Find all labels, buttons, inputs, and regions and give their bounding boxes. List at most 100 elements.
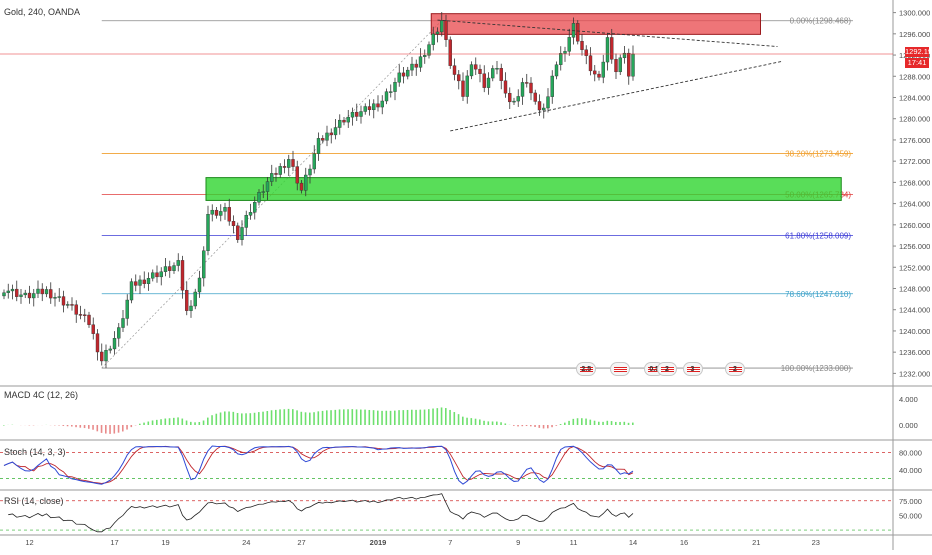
candle-body [360, 112, 363, 117]
candle-body [109, 349, 112, 350]
candle-body [270, 173, 273, 181]
candle-body [317, 138, 320, 153]
candle-body [66, 304, 69, 305]
macd-bar [131, 425, 133, 427]
candle-body [241, 227, 244, 239]
candle-body [122, 318, 125, 327]
candle-body [194, 292, 197, 306]
candle-body [436, 32, 439, 34]
candle-body [134, 282, 137, 286]
candle-body [377, 104, 380, 107]
candle-body [143, 280, 146, 284]
candle-body [83, 315, 86, 316]
candle-body [559, 53, 562, 64]
fib-label: 0.00%(1298.468) [790, 17, 852, 26]
macd-bar [207, 418, 209, 425]
macd-bar [483, 421, 485, 425]
macd-bar [517, 425, 519, 426]
y-tick-label: 1272.000 [899, 157, 930, 166]
macd-bar [390, 411, 392, 425]
candle-body [513, 101, 516, 102]
candle-body [470, 65, 473, 76]
candle-body [279, 166, 282, 174]
rsi-tick-label: 50.000 [899, 511, 922, 520]
stoch-tick-label: 40.000 [899, 466, 922, 475]
macd-bar [335, 410, 337, 425]
candle-body [534, 93, 537, 102]
candle-body [139, 280, 142, 286]
macd-bar [220, 412, 222, 425]
candle-body [181, 260, 184, 290]
candle-body [368, 107, 371, 110]
macd-bar [109, 425, 111, 434]
x-tick-label: 14 [629, 538, 637, 547]
candle-body [28, 293, 31, 298]
candle-body [568, 37, 571, 51]
x-tick-label: 12 [25, 538, 33, 547]
event-flag[interactable]: 2.5 [576, 362, 596, 376]
macd-bar [471, 418, 473, 425]
macd-bar [454, 412, 456, 425]
candle-body [7, 291, 10, 293]
event-flag[interactable] [610, 362, 630, 376]
macd-bar [420, 410, 422, 425]
candle-body [343, 120, 346, 122]
candle-body [219, 211, 222, 215]
event-flag[interactable]: 2 [725, 362, 745, 376]
candle-body [275, 173, 278, 174]
macd-bar [505, 423, 507, 425]
x-tick-label: 7 [448, 538, 452, 547]
macd-bar [369, 410, 371, 425]
macd-bar [543, 425, 545, 428]
event-flag-count: 2 [665, 366, 669, 373]
countdown-tag: 17:41 [905, 58, 929, 68]
macd-bar [411, 410, 413, 425]
macd-bar [313, 412, 315, 425]
candle-body [547, 97, 550, 108]
macd-bar [560, 424, 562, 425]
macd-bar [152, 420, 154, 425]
candle-body [113, 338, 116, 349]
x-tick-label: 19 [161, 538, 169, 547]
macd-bar [67, 425, 69, 426]
macd-bar [254, 413, 256, 425]
candle-body [11, 289, 14, 291]
candle-body [627, 53, 630, 76]
event-flag[interactable]: 2 [657, 362, 677, 376]
macd-bar [568, 421, 570, 425]
macd-bar [190, 422, 192, 425]
macd-bar [203, 420, 205, 425]
candle-body [394, 82, 397, 91]
y-tick-label: 1256.000 [899, 242, 930, 251]
y-tick-label: 1248.000 [899, 285, 930, 294]
x-tick-label: 2019 [370, 538, 387, 547]
candle-body [249, 212, 252, 215]
candle-body [445, 21, 448, 40]
macd-bar [233, 412, 235, 425]
candle-body [555, 65, 558, 76]
macd-bar [165, 419, 167, 425]
macd-bar [292, 409, 294, 425]
candle-body [525, 82, 528, 83]
macd-bar [607, 421, 609, 425]
event-flag[interactable]: 3 [683, 362, 703, 376]
candle-body [3, 293, 6, 296]
macd-bar [624, 422, 626, 425]
macd-bar [173, 418, 175, 425]
candle-body [296, 167, 299, 184]
event-flag-count: 3 [691, 366, 695, 373]
macd-bar [530, 425, 532, 426]
y-tick-label: 1260.000 [899, 221, 930, 230]
macd-bar [424, 410, 426, 425]
macd-bar [279, 409, 281, 425]
candle-body [211, 210, 214, 214]
macd-bar [619, 422, 621, 425]
macd-bar [526, 425, 528, 426]
candle-body [96, 334, 99, 352]
macd-bar [262, 412, 264, 425]
macd-bar [160, 419, 162, 425]
candle-body [338, 120, 341, 127]
candle-body [160, 272, 163, 277]
